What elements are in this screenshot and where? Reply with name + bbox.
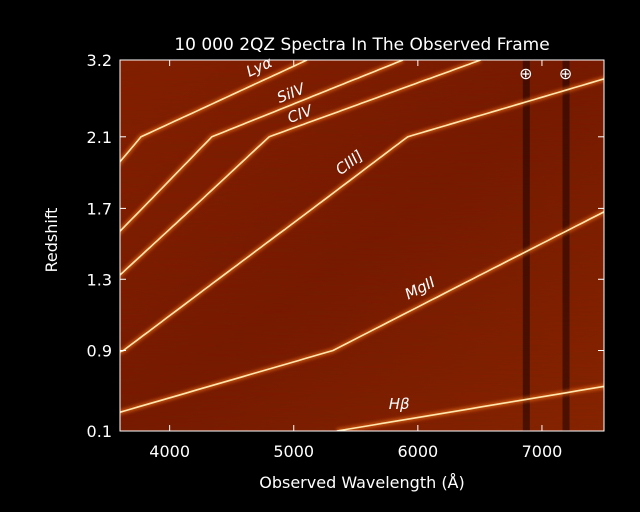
telluric-band-1 <box>522 60 530 431</box>
x-tick-label: 5000 <box>273 442 314 461</box>
track-core <box>120 78 604 353</box>
x-tick-label: 4000 <box>149 442 190 461</box>
earth-symbol-icon: ⊕ <box>559 64 572 83</box>
track-mgii <box>120 209 604 415</box>
telluric-markers: ⊕ ⊕ <box>519 64 572 83</box>
line-label-h: Hβ <box>389 395 410 413</box>
plot-frame <box>119 59 605 432</box>
track-ly <box>120 60 309 166</box>
y-tick-label: 0.1 <box>87 422 112 441</box>
track-core <box>120 60 481 277</box>
track-siiv <box>120 60 404 235</box>
track-ciii <box>120 76 604 355</box>
x-axis-label: Observed Wavelength (Å) <box>259 473 465 492</box>
x-tick-label: 6000 <box>397 442 438 461</box>
emission-line-tracks <box>120 60 604 431</box>
x-tick-label: 7000 <box>522 442 563 461</box>
track-core <box>120 60 308 164</box>
track-core <box>120 60 404 233</box>
track-core <box>120 210 604 414</box>
y-tick-label: 2.1 <box>87 128 112 147</box>
y-axis-ticks: 0.1 0.9 1.3 1.7 2.1 3.2 <box>87 51 604 441</box>
y-axis-label: Redshift <box>42 208 61 273</box>
y-tick-label: 1.3 <box>87 270 112 289</box>
plot-area <box>120 60 604 431</box>
earth-symbol-icon: ⊕ <box>519 64 532 83</box>
x-axis-ticks: 4000 5000 6000 7000 <box>149 60 562 461</box>
telluric-absorption-bands <box>522 60 570 431</box>
y-tick-label: 1.7 <box>87 199 112 218</box>
telluric-band-2 <box>562 60 570 431</box>
track-civ <box>120 60 482 279</box>
y-tick-label: 3.2 <box>87 51 112 70</box>
y-tick-label: 0.9 <box>87 341 112 360</box>
chart-title: 10 000 2QZ Spectra In The Observed Frame <box>174 35 549 55</box>
